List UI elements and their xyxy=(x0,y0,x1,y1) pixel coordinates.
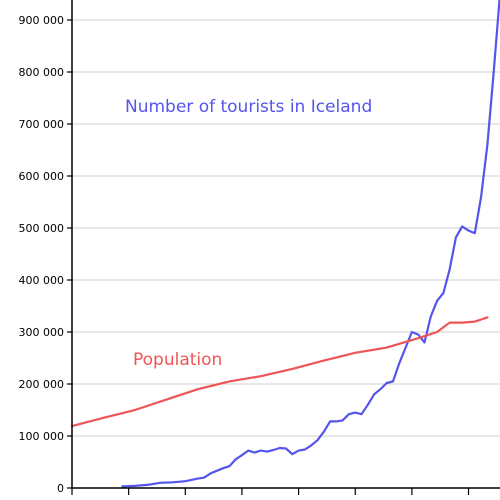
y-axis-ticks: 0 100 000 200 000 300 000 400 000 500 000 600 … xyxy=(19,14,72,495)
y-tick-label: 300 000 xyxy=(19,326,65,339)
grid-lines xyxy=(72,19,500,437)
x-axis-ticks xyxy=(71,488,470,495)
y-tick-label: 400 000 xyxy=(19,274,65,287)
y-tick-label: 200 000 xyxy=(19,378,65,391)
y-tick-label: 800 000 xyxy=(19,66,65,79)
series-label-population: Population xyxy=(133,350,222,370)
y-tick-label: 0 xyxy=(57,482,64,495)
y-tick-label: 500 000 xyxy=(19,222,65,235)
series-line-0 xyxy=(121,0,500,488)
y-tick-label: 700 000 xyxy=(19,118,65,131)
y-tick-label: 900 000 xyxy=(19,14,65,27)
y-tick-label: 100 000 xyxy=(19,430,65,443)
series-lines xyxy=(70,0,500,488)
series-label-tourists: Number of tourists in Iceland xyxy=(125,97,372,117)
y-tick-label: 600 000 xyxy=(19,170,65,183)
series-line-1 xyxy=(70,316,489,428)
